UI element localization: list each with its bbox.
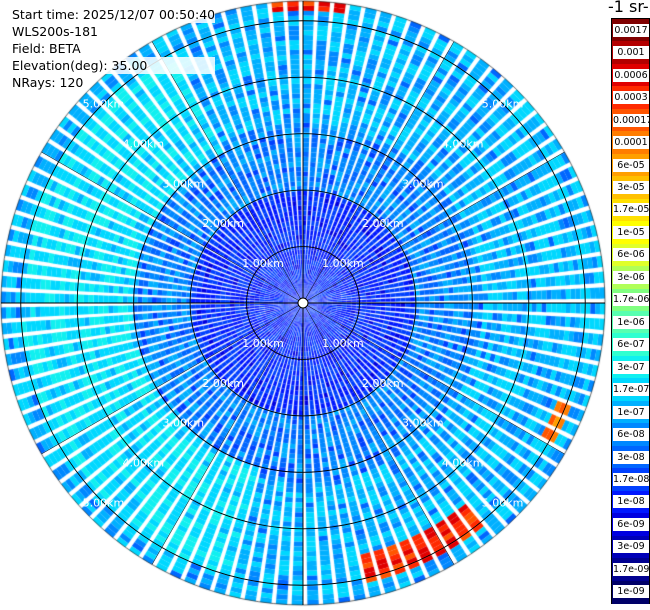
azimuth-spoke [151,302,304,565]
azimuth-spoke [41,302,304,455]
range-ring-label: 3.00km [402,417,444,430]
range-ring-labels: 1.00km 1.00km 1.00km 1.00km 2.00km 2.00km 2.00… [83,97,524,509]
colorbar-tick-label: 6e-09 [613,517,649,531]
range-ring-label: 5.00km [83,97,125,110]
colorbar-tick-label: 0.0006 [613,68,649,82]
range-ring-label: 1.00km [322,337,364,350]
colorbar-tick-label: 1e-09 [613,585,649,599]
colorbar-tick-label: 0.0001 [613,136,649,150]
azimuth-spoke [302,302,565,455]
radar-center-marker [297,297,309,309]
colorbar-tick-label: 1.7e-08 [613,472,650,486]
field-label: Field: BETA [12,41,81,56]
colorbar-tick-label: 1e-07 [613,405,649,419]
colorbar-tick-label: 0.0017 [613,23,649,37]
elevation-label: Elevation(deg): 35.00 [12,57,216,74]
info-panel: Start time: 2025/12/07 00:50:40 WLS200s-… [12,6,216,91]
range-ring-label: 3.00km [402,177,444,190]
range-ring-label: 2.00km [202,377,244,390]
range-ring-label: 5.00km [482,497,524,510]
range-ring-label: 4.00km [123,457,165,470]
colorbar: 0.0017 0.001 0.0006 0.0003 0.00017 0.0001 6e-0… [611,18,650,604]
nrays-label: NRays: 120 [12,75,84,90]
colorbar-unit-label: -1 sr- [608,0,649,16]
range-rings [1,1,605,605]
range-ring-label: 1.00km [322,257,364,270]
range-ring-label: 3.00km [162,177,204,190]
range-ring-label: 5.00km [482,97,524,110]
range-ring-label: 4.00km [442,137,484,150]
range-ring-label: 1.00km [242,337,284,350]
colorbar-tick-label: 1.7e-05 [613,203,650,217]
colorbar-tick-label: 1e-08 [613,495,649,509]
colorbar-tick-label: 1.7e-06 [613,293,650,307]
colorbar-tick-label: 3e-07 [613,360,649,374]
colorbar-tick-label: 1.7e-07 [613,383,650,397]
colorbar-tick-label: 3e-09 [613,540,649,554]
range-ring-label: 4.00km [442,457,484,470]
range-ring-label: 5.00km [83,497,125,510]
colorbar-tick-label: 3e-06 [613,270,649,284]
range-ring-label: 2.00km [362,217,404,230]
colorbar-tick-label: 0.001 [613,46,649,60]
colorbar-tick-label: 1e-06 [613,315,649,329]
instrument-label: WLS200s-181 [12,24,98,39]
range-ring-label: 1.00km [242,257,284,270]
range-ring-label: 2.00km [362,377,404,390]
azimuth-spoke [302,151,565,304]
colorbar-tick-label: 3e-08 [613,450,649,464]
colorbar-tick-label: 1.7e-09 [613,562,650,576]
ppi-overlay: 1.00km 1.00km 1.00km 1.00km 2.00km 2.00km 2.00… [1,1,605,605]
azimuth-spoke [302,302,455,565]
colorbar-tick-label: 6e-06 [613,248,649,262]
colorbar-tick-label: 1e-05 [613,225,649,239]
azimuth-spoke [302,41,455,304]
range-ring-label: 3.00km [162,417,204,430]
colorbar-tick-label: 6e-05 [613,158,649,172]
colorbar-tick-label: 6e-08 [613,428,649,442]
start-time-label: Start time: 2025/12/07 00:50:40 [12,6,216,23]
azimuth-spoke [151,41,304,304]
range-ring-label: 2.00km [202,217,244,230]
colorbar-tick-label: 0.00017 [613,113,650,127]
colorbar-tick-label: 3e-05 [613,180,649,194]
colorbar-tick-label: 0.0003 [613,91,649,105]
colorbar-tick-label: 6e-07 [613,338,649,352]
range-ring-label: 4.00km [123,137,165,150]
azimuth-spoke [41,151,304,304]
